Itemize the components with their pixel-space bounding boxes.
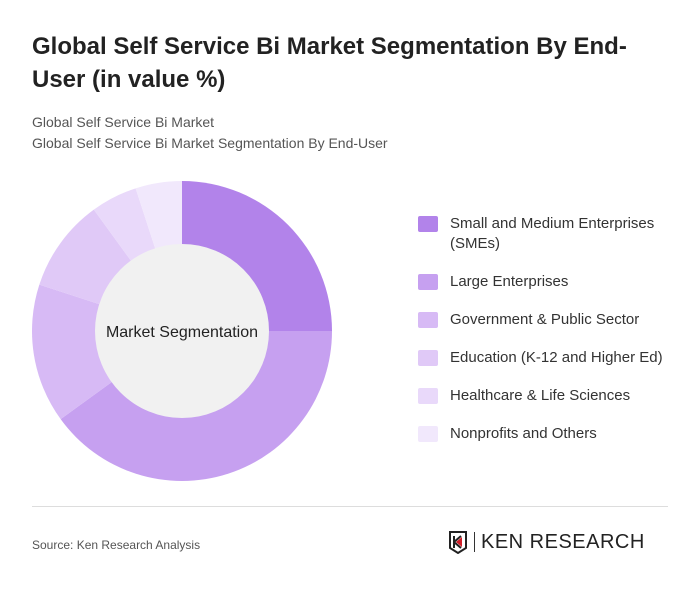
legend-item: Education (K-12 and Higher Ed) — [418, 348, 678, 368]
legend-item: Nonprofits and Others — [418, 424, 678, 444]
subtitle-secondary: Global Self Service Bi Market Segmentati… — [32, 135, 388, 151]
legend-label: Large Enterprises — [450, 273, 569, 290]
divider — [32, 506, 668, 507]
legend-swatch — [418, 216, 438, 232]
legend-swatch — [418, 350, 438, 366]
logo-text: KEN RESEARCH — [474, 532, 645, 552]
legend-label: Nonprofits and Others — [450, 425, 597, 442]
source-note: Source: Ken Research Analysis — [32, 538, 201, 552]
legend-label: Government & Public Sector — [450, 311, 640, 328]
legend: Small and Medium Enterprises (SMEs) Large… — [418, 214, 678, 462]
center-label: Market Segmentation — [106, 324, 258, 341]
legend-swatch — [418, 426, 438, 442]
donut-chart: Market Segmentation — [32, 181, 332, 482]
legend-item: Large Enterprises — [418, 272, 678, 292]
page-title: Global Self Service Bi Market Segmentati… — [32, 33, 627, 93]
donut-hole — [95, 244, 269, 418]
legend-label: Small and Medium Enterprises (SMEs) — [450, 215, 655, 252]
legend-label: Education (K-12 and Higher Ed) — [450, 349, 663, 366]
legend-item: Healthcare & Life Sciences — [418, 386, 678, 406]
legend-item: Small and Medium Enterprises (SMEs) — [418, 214, 678, 254]
legend-swatch — [418, 312, 438, 328]
legend-swatch — [418, 388, 438, 404]
legend-swatch — [418, 274, 438, 290]
ken-logo-icon — [449, 531, 467, 554]
legend-item: Government & Public Sector — [418, 310, 678, 330]
legend-label: Healthcare & Life Sciences — [450, 387, 631, 404]
subtitle: Global Self Service Bi Market — [32, 114, 215, 130]
ken-research-logo: KEN RESEARCH — [448, 530, 645, 554]
